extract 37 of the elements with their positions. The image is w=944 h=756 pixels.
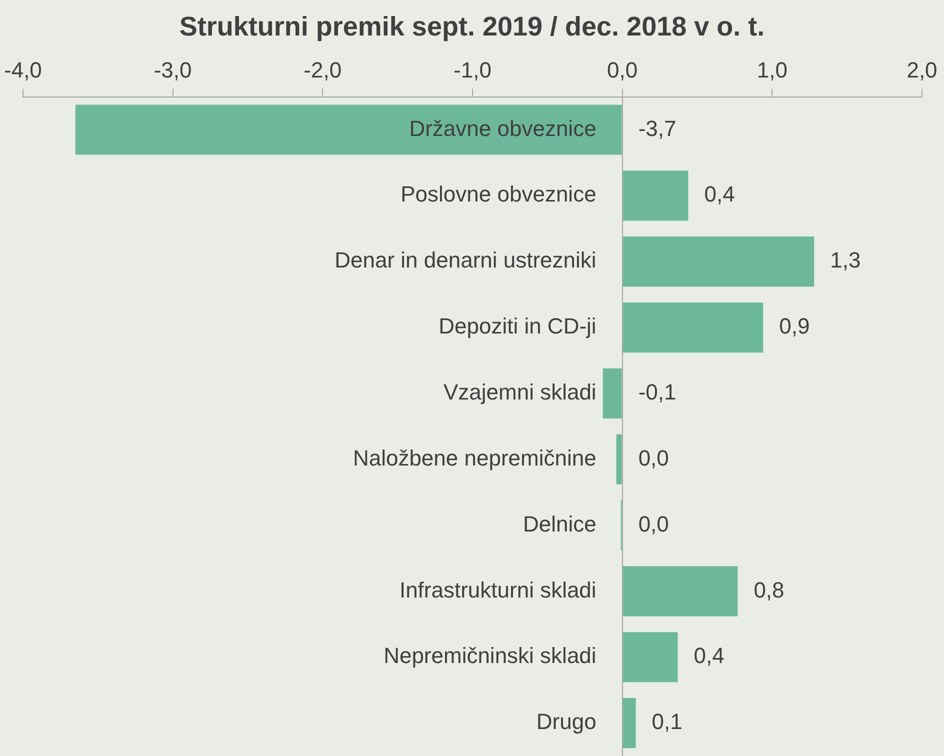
data-label: 0,0 [638, 445, 669, 470]
x-tick-label: -3,0 [154, 58, 192, 83]
x-tick-label: -4,0 [4, 58, 42, 83]
y-tick-label: Državne obveznice [409, 116, 596, 141]
y-tick-label: Delnice [522, 511, 596, 536]
y-tick-label: Naložbene nepremičnine [352, 445, 596, 470]
data-label: 0,1 [652, 709, 682, 734]
data-label: 0,4 [694, 643, 724, 668]
data-label: -0,1 [638, 380, 676, 405]
y-tick-label: Denar in denarni ustrezniki [334, 248, 596, 273]
data-label: 0,9 [779, 314, 810, 339]
data-label: 0,4 [704, 182, 735, 207]
y-tick-label: Depoziti in CD-ji [438, 314, 596, 339]
bar [622, 302, 764, 353]
data-label: 0,0 [638, 511, 669, 536]
data-label: 0,8 [754, 577, 784, 602]
bar [616, 434, 622, 484]
x-tick-label: 2,0 [906, 58, 938, 83]
bar [75, 104, 622, 155]
y-tick-label: Vzajemni skladi [443, 380, 596, 405]
bar [622, 698, 636, 748]
y-tick-label: Infrastrukturni skladi [399, 577, 596, 602]
x-tick-label: 0,0 [607, 58, 638, 83]
bar [622, 632, 678, 682]
chart-title: Strukturni premik sept. 2019 / dec. 2018 v o. t. [179, 12, 765, 42]
x-tick-label: -1,0 [454, 58, 492, 83]
x-tick-label: 1,0 [756, 58, 788, 83]
x-tick-label: -2,0 [304, 58, 342, 83]
data-label: -3,7 [638, 116, 676, 141]
bar [622, 170, 688, 221]
bar [622, 236, 814, 287]
y-tick-label: Nepremičninski skladi [384, 643, 596, 668]
bar [622, 566, 738, 616]
y-tick-label: Drugo [536, 709, 596, 734]
y-tick-label: Poslovne obveznice [400, 182, 596, 207]
bar [602, 368, 622, 418]
data-label: 1,3 [830, 248, 861, 273]
